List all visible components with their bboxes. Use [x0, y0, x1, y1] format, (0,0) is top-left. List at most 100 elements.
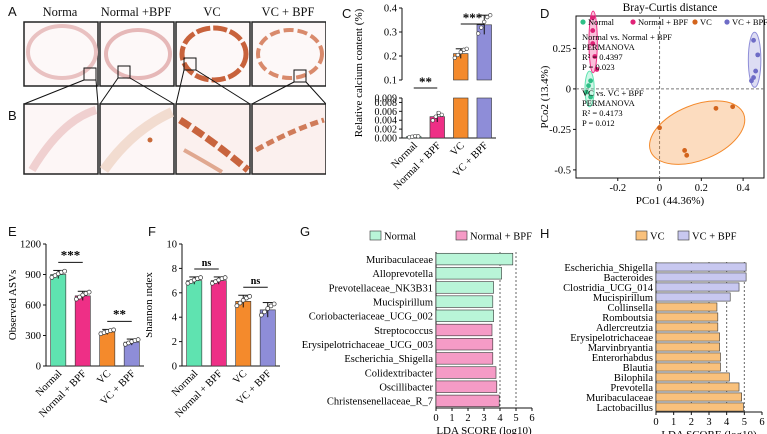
- y-tick-label: 0.006: [375, 107, 398, 118]
- lda-taxon-label: Blautia: [623, 363, 654, 374]
- lda-taxon-label: Alloprevotella: [372, 269, 433, 280]
- legend-label: Normal + BPF: [470, 232, 532, 243]
- y-tick-label: 8: [172, 264, 177, 275]
- plot-frame: [575, 15, 765, 179]
- ellipse-vc: [649, 100, 746, 165]
- x-tick-label: VC: [449, 140, 467, 158]
- lda-bar: [435, 323, 493, 337]
- lda-taxon-label: Escherichia_Shigella: [564, 263, 653, 274]
- legend-label: VC: [700, 17, 712, 27]
- lda-bar: [655, 302, 718, 312]
- bar-vc-lower: [453, 97, 469, 139]
- significance-label: ns: [251, 276, 261, 287]
- y-tick-label: 4: [172, 313, 178, 324]
- point-normal: [588, 94, 594, 100]
- lda-taxon-label: Collinsella: [608, 303, 654, 314]
- lda-taxon-label: Muribaculaceae: [366, 255, 433, 266]
- significance-label: **: [113, 306, 126, 321]
- point-normal-bpf: [590, 15, 596, 21]
- point-normal: [588, 78, 594, 84]
- lda-bar: [435, 380, 498, 393]
- point-normal: [584, 89, 589, 95]
- lda-bar: [435, 281, 494, 294]
- y-tick-label: 900: [25, 270, 41, 281]
- lda-taxon-label: Adlercreutzia: [596, 323, 653, 334]
- lda-taxon-label: Prevotella: [610, 383, 653, 394]
- x-tick-label: 0: [653, 417, 658, 428]
- x-axis-label: LDA SCORE (log10): [436, 425, 532, 434]
- bar-normal-bpf: [74, 295, 91, 367]
- y-tick-label: 0.25: [553, 44, 571, 55]
- x-tick-label: 5: [513, 413, 518, 424]
- y-tick-label: 0: [566, 84, 571, 95]
- y-tick-label: 600: [25, 301, 41, 312]
- lda-bar: [655, 392, 742, 402]
- lda-taxon-label: Oscillibacter: [379, 383, 433, 394]
- data-point: [265, 306, 271, 311]
- data-point: [452, 55, 457, 61]
- y-tick-label: 0.1: [384, 76, 397, 87]
- y-tick-label: 0: [36, 362, 41, 373]
- annotation-vc: PERMANOVA: [582, 98, 636, 108]
- bar-vc-bpf: [259, 309, 276, 367]
- histology-tile-b3: [175, 103, 251, 175]
- legend-swatch: [369, 230, 382, 241]
- panel-letter-c: C: [342, 6, 352, 21]
- lda-taxon-label: Lactobacillus: [596, 403, 653, 414]
- lda-bar: [655, 402, 744, 412]
- lda-taxon-label: Enterorhabdus: [592, 353, 653, 364]
- lda-taxon-label: Romboutsia: [602, 313, 653, 324]
- data-point: [436, 110, 441, 116]
- x-tick-label: 4: [497, 413, 503, 424]
- lda-taxon-label: Erysipelotrichaceae_UCG_003: [302, 340, 433, 351]
- histology-header-normal-bpf: Normal +BPF: [100, 5, 172, 19]
- data-point: [488, 13, 493, 18]
- annotation-normal: Normal vs. Normal + BPF: [582, 32, 672, 42]
- point-normal: [586, 83, 591, 89]
- lda-taxon-label: Marvinbryantia: [588, 343, 654, 354]
- data-point: [247, 294, 253, 299]
- legend-swatch: [455, 230, 468, 241]
- data-point: [479, 25, 484, 30]
- bar-vc-bpf-lower: [476, 97, 492, 139]
- annotation-vc: VC vs. VC + BPF: [582, 88, 644, 98]
- bar-normal: [50, 274, 67, 367]
- histology-tile-b2: [99, 103, 175, 175]
- x-tick-label: -0.2: [609, 183, 626, 194]
- chart-d-pcoa: Bray-Curtis distance -0.2 0 0.2 0.4 0.25 0 -0.2…: [540, 2, 767, 207]
- legend-label: Normal + BPF: [638, 17, 688, 27]
- data-point: [416, 134, 421, 139]
- y-tick-label: -0.25: [549, 125, 571, 136]
- data-point: [476, 31, 481, 36]
- x-tick-label: 0: [433, 413, 438, 424]
- data-point: [111, 327, 117, 333]
- lda-taxon-label: Muribaculaceae: [586, 393, 653, 404]
- bar-normal: [186, 280, 203, 367]
- y-tick-label: 0.000: [375, 134, 398, 145]
- y-tick-label: -0.5: [554, 165, 571, 176]
- x-tick-label: 3: [706, 417, 711, 428]
- histology-tile-a1: [23, 21, 99, 87]
- point-vc-bpf: [755, 52, 761, 58]
- significance-label: ***: [61, 247, 81, 262]
- lda-bar: [435, 295, 494, 308]
- lda-bar: [655, 332, 720, 342]
- legend-marker: [580, 19, 586, 25]
- data-point: [464, 46, 469, 51]
- lda-taxon-label: Bilophila: [614, 373, 653, 384]
- bar-vc: [99, 331, 116, 367]
- legend-marker: [724, 19, 730, 25]
- ellipse-vc-bpf: [747, 31, 762, 88]
- legend-label: Normal: [384, 232, 416, 243]
- annotation-normal: P = 0.023: [582, 62, 615, 72]
- legend-label: VC + BPF: [692, 232, 737, 243]
- data-point: [458, 50, 463, 55]
- point-normal-bpf: [594, 67, 600, 72]
- lda-taxon-label: Mucispirillum: [593, 293, 653, 304]
- point-vc-bpf: [751, 37, 756, 43]
- data-point: [77, 294, 82, 300]
- lda-taxon-label: Streptococcus: [374, 326, 433, 337]
- y-axis-label: Relative calcium content (%): [353, 8, 365, 137]
- lda-bar: [655, 362, 721, 372]
